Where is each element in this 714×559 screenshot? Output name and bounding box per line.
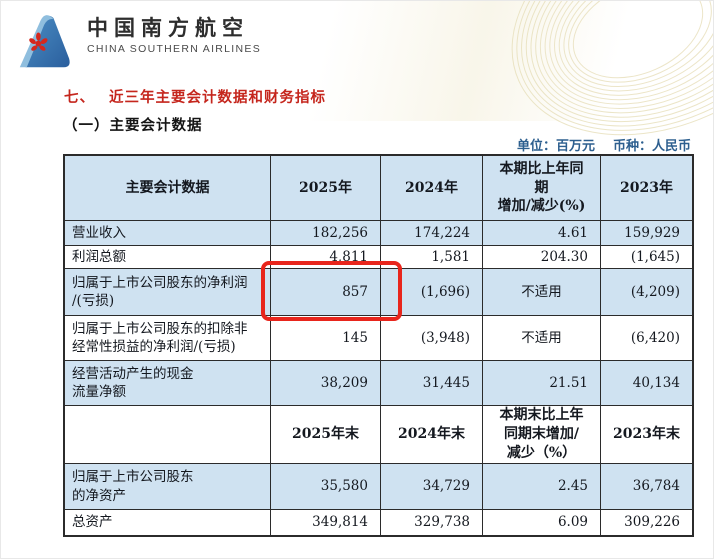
cell-2025: 35,580 — [270, 463, 380, 509]
table-header-row-yearend: 2025年末 2024年末 本期末比上年 同期末增加/ 减少（%） 2023年末 — [65, 405, 692, 463]
cell-2025: 182,256 — [270, 220, 380, 245]
col-header-metric: 主要会计数据 — [65, 156, 270, 220]
table-row-total-profit: 利润总额 4,811 1,581 204.30 (1,645) — [65, 245, 692, 268]
cell-change-pct: 4.61 — [482, 220, 600, 245]
table-row-net-profit: 归属于上市公司股东的净利润 /(亏损) 857 (1,696) 不适用 (4,2… — [65, 268, 692, 315]
col-header-change-pct: 本期比上年同 期 增加/减少(%) — [482, 156, 600, 220]
cell-2024: 329,738 — [380, 509, 482, 535]
row-label: 经营活动产生的现金 流量净额 — [65, 360, 270, 405]
col-header-2023-end: 2023年末 — [600, 405, 692, 463]
table-row-net-profit-excl-nonrecurring: 归属于上市公司股东的扣除非 经常性损益的净利润/(亏损) 145 (3,948)… — [65, 315, 692, 360]
company-logo: 中国南方航空 CHINA SOUTHERN AIRLINES — [11, 11, 261, 69]
cell-2023: 309,226 — [600, 509, 692, 535]
table-row-net-assets: 归属于上市公司股东 的净资产 35,580 34,729 2.45 36,784 — [65, 463, 692, 509]
cell-2025: 38,209 — [270, 360, 380, 405]
table-header-row: 主要会计数据 2025年 2024年 本期比上年同 期 增加/减少(%) 202… — [65, 156, 692, 220]
col-header-2024-end: 2024年末 — [380, 405, 482, 463]
unit-note: 单位：百万元 — [516, 138, 595, 153]
col-header-2023: 2023年 — [600, 156, 692, 220]
cell-2023: 159,929 — [600, 220, 692, 245]
cell-change-pct: 2.45 — [482, 463, 600, 509]
col-header-2024: 2024年 — [380, 156, 482, 220]
cell-2024: 174,224 — [380, 220, 482, 245]
table-row-revenue: 营业收入 182,256 174,224 4.61 159,929 — [65, 220, 692, 245]
subsection-heading: （一）主要会计数据 — [63, 118, 203, 134]
cell-change-pct: 204.30 — [482, 245, 600, 268]
row-label: 总资产 — [65, 509, 270, 535]
financial-data-table: 主要会计数据 2025年 2024年 本期比上年同 期 增加/减少(%) 202… — [63, 154, 694, 537]
row-label: 利润总额 — [65, 245, 270, 268]
airline-tailfin-icon — [19, 15, 70, 68]
col-header-2025-end: 2025年末 — [270, 405, 380, 463]
cell-2023: (4,209) — [600, 268, 692, 315]
cell-change-pct: 6.09 — [482, 509, 600, 535]
col-header-empty — [65, 405, 270, 463]
cell-2023: (6,420) — [600, 315, 692, 360]
cell-2023: 40,134 — [600, 360, 692, 405]
cell-change-pct: 不适用 — [482, 315, 600, 360]
row-label: 营业收入 — [65, 220, 270, 245]
cell-change-pct: 21.51 — [482, 360, 600, 405]
cell-2023: (1,645) — [600, 245, 692, 268]
col-header-2025: 2025年 — [270, 156, 380, 220]
cell-2024: 31,445 — [380, 360, 482, 405]
currency-note: 币种：人民币 — [612, 138, 691, 153]
brand-name-en: CHINA SOUTHERN AIRLINES — [87, 43, 262, 56]
table-row-total-assets: 总资产 349,814 329,738 6.09 309,226 — [65, 509, 692, 535]
row-label: 归属于上市公司股东的扣除非 经常性损益的净利润/(亏损) — [65, 315, 270, 360]
cell-2025: 4,811 — [270, 245, 380, 268]
cell-2024: 1,581 — [380, 245, 482, 268]
unit-currency-note: 单位：百万元 币种：人民币 — [517, 135, 691, 154]
cell-2024: (3,948) — [380, 315, 482, 360]
section-title: 近三年主要会计数据和财务指标 — [109, 90, 326, 106]
table-row-operating-cash-flow: 经营活动产生的现金 流量净额 38,209 31,445 21.51 40,13… — [65, 360, 692, 405]
cell-2023: 36,784 — [600, 463, 692, 509]
cell-2024: (1,696) — [380, 268, 482, 315]
cell-2025-highlighted: 857 — [270, 268, 380, 315]
cell-2024: 34,729 — [380, 463, 482, 509]
section-heading: 七、 近三年主要会计数据和财务指标 — [64, 86, 326, 107]
row-label: 归属于上市公司股东的净利润 /(亏损) — [65, 268, 270, 315]
col-header-end-change-pct: 本期末比上年 同期末增加/ 减少（%） — [482, 405, 600, 463]
row-label: 归属于上市公司股东 的净资产 — [65, 463, 270, 509]
kapok-flower-icon — [29, 32, 48, 51]
brand-name-cn: 中国南方航空 — [87, 17, 249, 40]
cell-2025: 145 — [270, 315, 380, 360]
cell-2025: 349,814 — [270, 509, 380, 535]
cell-change-pct: 不适用 — [482, 268, 600, 315]
section-number: 七、 — [64, 90, 95, 106]
